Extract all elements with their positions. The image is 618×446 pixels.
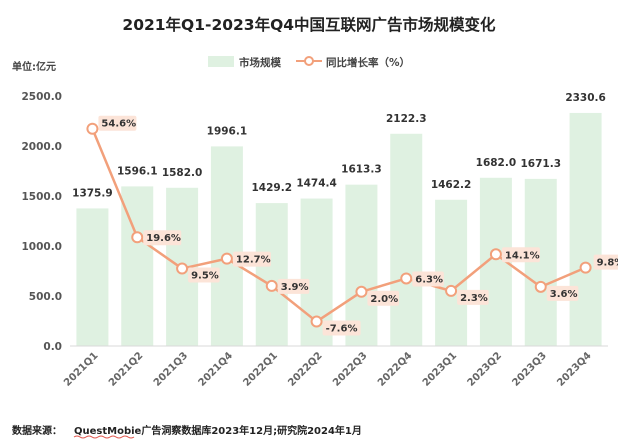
bar-value-label: 1429.2 <box>251 182 292 194</box>
bar <box>390 133 423 346</box>
growth-value-label: 14.1% <box>505 250 540 261</box>
growth-point <box>489 248 502 261</box>
growth-point <box>131 231 144 244</box>
growth-label-box <box>322 320 361 336</box>
y-tick-label: 1500.0 <box>21 191 62 203</box>
growth-label-box <box>457 289 489 305</box>
growth-point <box>176 262 189 275</box>
growth-value-label: 19.6% <box>146 233 181 244</box>
bar <box>345 184 378 346</box>
bar-value-label: 1375.9 <box>72 187 113 199</box>
growth-label-box <box>143 230 182 246</box>
bar-value-label: 1462.2 <box>431 179 472 191</box>
bar <box>524 178 557 346</box>
x-tick-label: 2023Q3 <box>510 350 548 388</box>
source-label: 数据来源： <box>12 424 62 437</box>
y-tick-label: 0.0 <box>43 341 62 353</box>
x-tick-label: 2022Q4 <box>376 350 414 388</box>
y-tick-label: 2500.0 <box>21 91 62 103</box>
bar <box>210 146 243 346</box>
bar-value-label: 1996.1 <box>207 125 248 137</box>
x-axis: 2021Q1 2021Q2 2021Q3 2021Q4 2022Q1 2022Q2 2022… <box>62 345 608 389</box>
growth-label-box <box>412 271 444 287</box>
y-axis: 0.0 500.0 1000.0 1500.0 2000.0 2500.0 <box>21 91 62 353</box>
x-tick-label: 2023Q2 <box>466 350 504 388</box>
growth-value-label: 12.7% <box>236 255 271 266</box>
growth-value-label: 3.6% <box>550 289 578 300</box>
growth-point <box>265 279 278 292</box>
x-tick-label: 2021Q4 <box>197 350 235 388</box>
growth-value-label: 3.9% <box>281 282 309 293</box>
bar <box>569 112 602 346</box>
growth-point <box>534 280 547 293</box>
bar-value-label: 1613.3 <box>341 164 382 176</box>
legend: 市场规模 同比增长率（%） <box>208 56 410 69</box>
x-tick-label: 2022Q3 <box>331 350 369 388</box>
legend-bar-swatch <box>208 56 234 67</box>
growth-point <box>445 284 458 297</box>
bar <box>76 208 109 346</box>
x-tick-label: 2021Q3 <box>152 350 190 388</box>
growth-value-label: 54.6% <box>101 119 136 130</box>
bar <box>255 203 288 346</box>
spellcheck-underline <box>73 435 135 439</box>
bar-value-label: 2330.6 <box>565 92 606 104</box>
growth-label-box <box>593 254 618 270</box>
growth-point <box>579 261 592 274</box>
x-tick-label: 2021Q1 <box>62 350 100 388</box>
growth-point <box>220 252 233 265</box>
growth-point <box>355 285 368 298</box>
legend-line-label: 同比增长率（%） <box>326 56 410 69</box>
growth-label-box <box>367 290 400 306</box>
growth-value-label: 6.3% <box>415 274 443 285</box>
growth-label-box <box>232 251 271 267</box>
growth-point <box>400 272 413 285</box>
x-tick-label: 2023Q4 <box>555 350 593 388</box>
unit-label: 单位:亿元 <box>12 60 56 73</box>
growth-value-label: 2.3% <box>460 293 488 304</box>
growth-value-label: 9.5% <box>191 271 219 282</box>
bar-value-label: 2122.3 <box>386 113 427 125</box>
bar-value-label: 1682.0 <box>476 157 517 169</box>
growth-value-label: 9.8% <box>597 258 618 269</box>
growth-label-box <box>546 285 579 301</box>
x-tick-label: 2023Q1 <box>421 350 459 388</box>
x-tick-label: 2022Q1 <box>241 350 279 388</box>
growth-line: 54.6% 19.6% 9.5% 12.7% 3.9% -7.6% 2.0% 6.3% 2.3%… <box>86 115 618 336</box>
growth-label-box <box>277 278 310 294</box>
bar-value-label: 1671.3 <box>520 158 561 170</box>
bar-value-label: 1596.1 <box>117 165 158 177</box>
y-tick-label: 2000.0 <box>21 141 62 153</box>
growth-label-box <box>188 267 220 283</box>
source-text: QuestMobie广告洞察数据库2023年12月;研究院2024年1月 <box>74 424 362 437</box>
bar-value-label: 1474.4 <box>296 178 337 190</box>
y-tick-label: 500.0 <box>29 291 62 303</box>
growth-value-label: 2.0% <box>370 294 398 305</box>
bar-value-label: 1582.0 <box>162 167 203 179</box>
legend-bar-label: 市场规模 <box>239 56 281 69</box>
growth-value-label: -7.6% <box>326 324 358 335</box>
x-tick-label: 2022Q2 <box>286 350 324 388</box>
growth-point <box>86 122 99 135</box>
growth-label-box <box>501 247 540 263</box>
chart-title: 2021年Q1-2023年Q4中国互联网广告市场规模变化 <box>122 15 496 34</box>
growth-point <box>310 315 323 328</box>
y-tick-label: 1000.0 <box>21 241 62 253</box>
growth-label-box <box>98 115 137 131</box>
legend-line-marker <box>304 56 314 66</box>
x-tick-label: 2021Q2 <box>107 350 145 388</box>
